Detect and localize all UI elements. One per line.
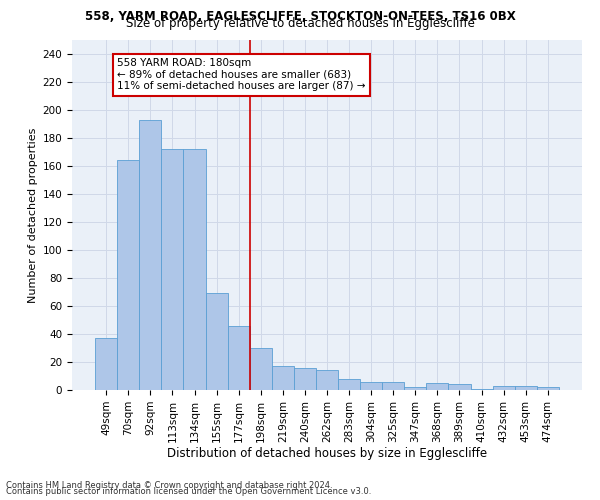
Y-axis label: Number of detached properties: Number of detached properties — [28, 128, 38, 302]
Bar — [117, 160, 139, 390]
Bar — [161, 149, 184, 390]
Bar — [272, 366, 294, 390]
Bar — [515, 386, 537, 390]
Bar — [184, 149, 206, 390]
Bar — [448, 384, 470, 390]
Bar — [227, 326, 250, 390]
Bar — [470, 388, 493, 390]
Bar — [250, 348, 272, 390]
Bar — [95, 338, 117, 390]
Bar — [338, 379, 360, 390]
Text: Contains HM Land Registry data © Crown copyright and database right 2024.: Contains HM Land Registry data © Crown c… — [6, 481, 332, 490]
Bar — [537, 387, 559, 390]
Text: 558, YARM ROAD, EAGLESCLIFFE, STOCKTON-ON-TEES, TS16 0BX: 558, YARM ROAD, EAGLESCLIFFE, STOCKTON-O… — [85, 10, 515, 23]
Bar — [427, 383, 448, 390]
Bar — [404, 387, 427, 390]
Bar — [294, 368, 316, 390]
Text: 558 YARM ROAD: 180sqm
← 89% of detached houses are smaller (683)
11% of semi-det: 558 YARM ROAD: 180sqm ← 89% of detached … — [117, 58, 366, 92]
X-axis label: Distribution of detached houses by size in Egglescliffe: Distribution of detached houses by size … — [167, 448, 487, 460]
Bar — [206, 294, 227, 390]
Bar — [139, 120, 161, 390]
Text: Size of property relative to detached houses in Egglescliffe: Size of property relative to detached ho… — [125, 18, 475, 30]
Bar — [382, 382, 404, 390]
Bar — [360, 382, 382, 390]
Text: Contains public sector information licensed under the Open Government Licence v3: Contains public sector information licen… — [6, 487, 371, 496]
Bar — [316, 370, 338, 390]
Bar — [493, 386, 515, 390]
